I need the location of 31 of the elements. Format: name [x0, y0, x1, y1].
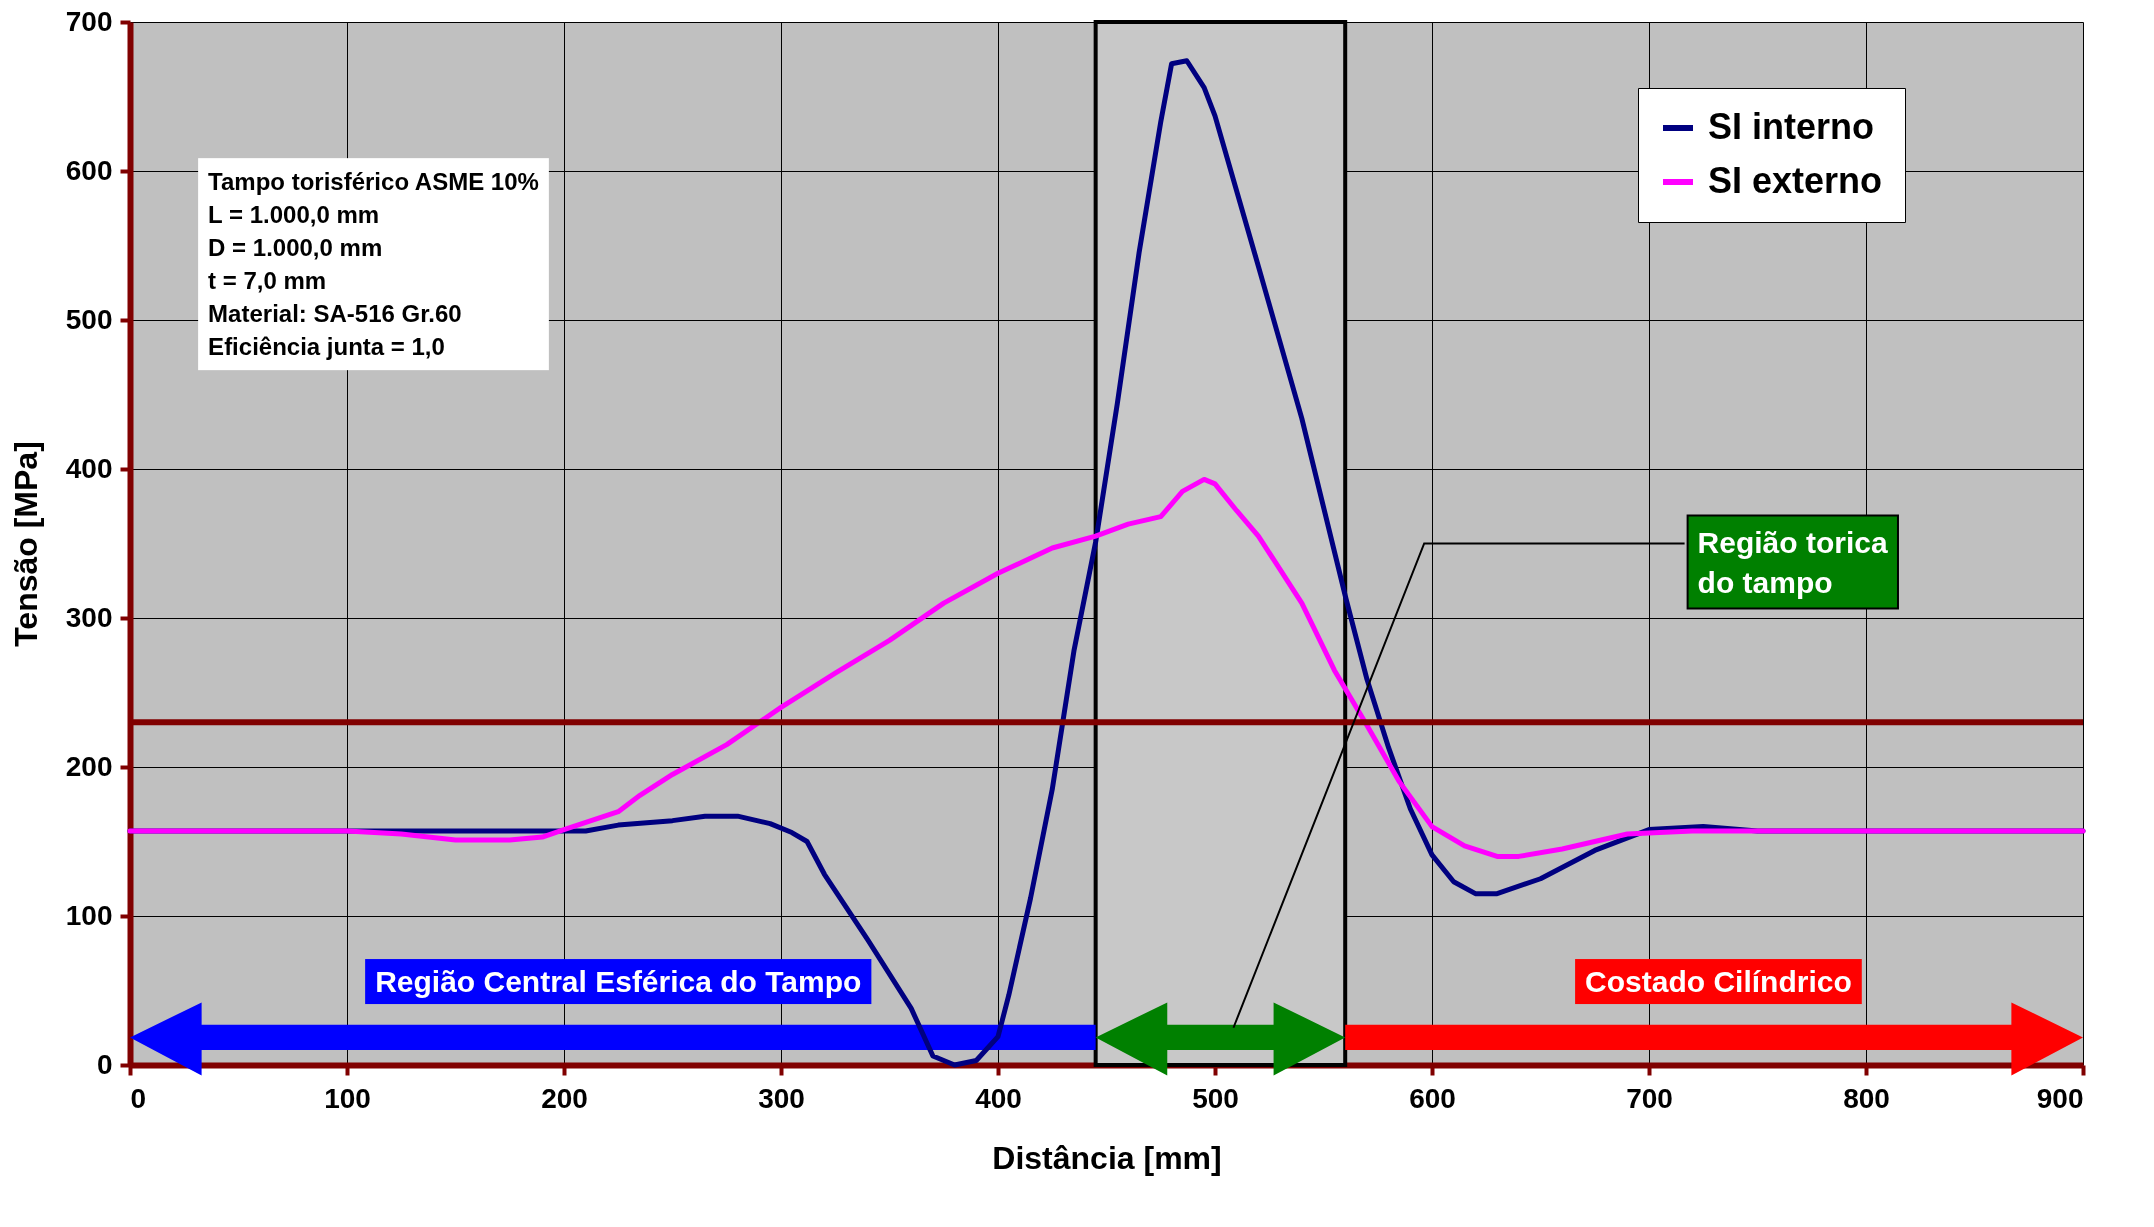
annotation: Região torica do tampo	[1697, 525, 1888, 599]
y-axis-title: Tensão [MPa]	[7, 441, 44, 647]
y-tick-label: 400	[65, 452, 113, 484]
annotation: Material: SA-516 Gr.60	[208, 300, 462, 328]
legend-label: SI externo	[1708, 160, 1883, 201]
x-tick-label: 300	[758, 1082, 805, 1114]
x-tick-label: 100	[324, 1082, 371, 1114]
y-tick-label: 700	[65, 5, 113, 37]
annotation: D = 1.000,0 mm	[208, 234, 383, 262]
annotation: Região Central Esférica do Tampo	[375, 965, 862, 999]
y-tick-label: 600	[65, 154, 113, 186]
x-tick-label: 500	[1192, 1082, 1239, 1114]
annotation: L = 1.000,0 mm	[208, 201, 380, 229]
x-tick-label: 700	[1626, 1082, 1673, 1114]
annotation: Costado Cilíndrico	[1585, 965, 1852, 999]
y-tick-label: 500	[65, 303, 113, 335]
legend-label: SI interno	[1708, 106, 1875, 147]
annotation: t = 7,0 mm	[208, 267, 327, 295]
x-tick-label: 900	[2036, 1082, 2084, 1114]
x-tick-label: 800	[1843, 1082, 1890, 1114]
x-axis-title: Distância [mm]	[992, 1139, 1222, 1176]
x-tick-label: 0	[130, 1082, 147, 1114]
y-tick-label: 100	[65, 899, 113, 931]
annotation: Eficiência junta = 1,0	[208, 333, 445, 361]
y-tick-label: 0	[96, 1048, 113, 1080]
x-tick-label: 200	[541, 1082, 588, 1114]
x-tick-label: 400	[975, 1082, 1022, 1114]
annotation: Tampo torisférico ASME 10%	[208, 168, 539, 196]
y-tick-label: 300	[65, 601, 113, 633]
x-tick-label: 600	[1409, 1082, 1456, 1114]
y-tick-label: 200	[65, 750, 113, 782]
